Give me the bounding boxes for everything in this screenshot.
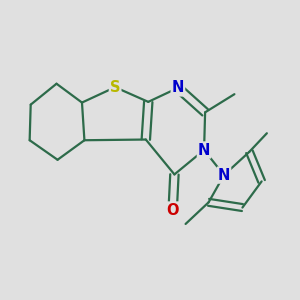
Text: O: O bbox=[167, 202, 179, 217]
Text: S: S bbox=[110, 80, 120, 95]
Text: N: N bbox=[198, 142, 210, 158]
Text: N: N bbox=[172, 80, 184, 95]
Text: N: N bbox=[218, 168, 230, 183]
